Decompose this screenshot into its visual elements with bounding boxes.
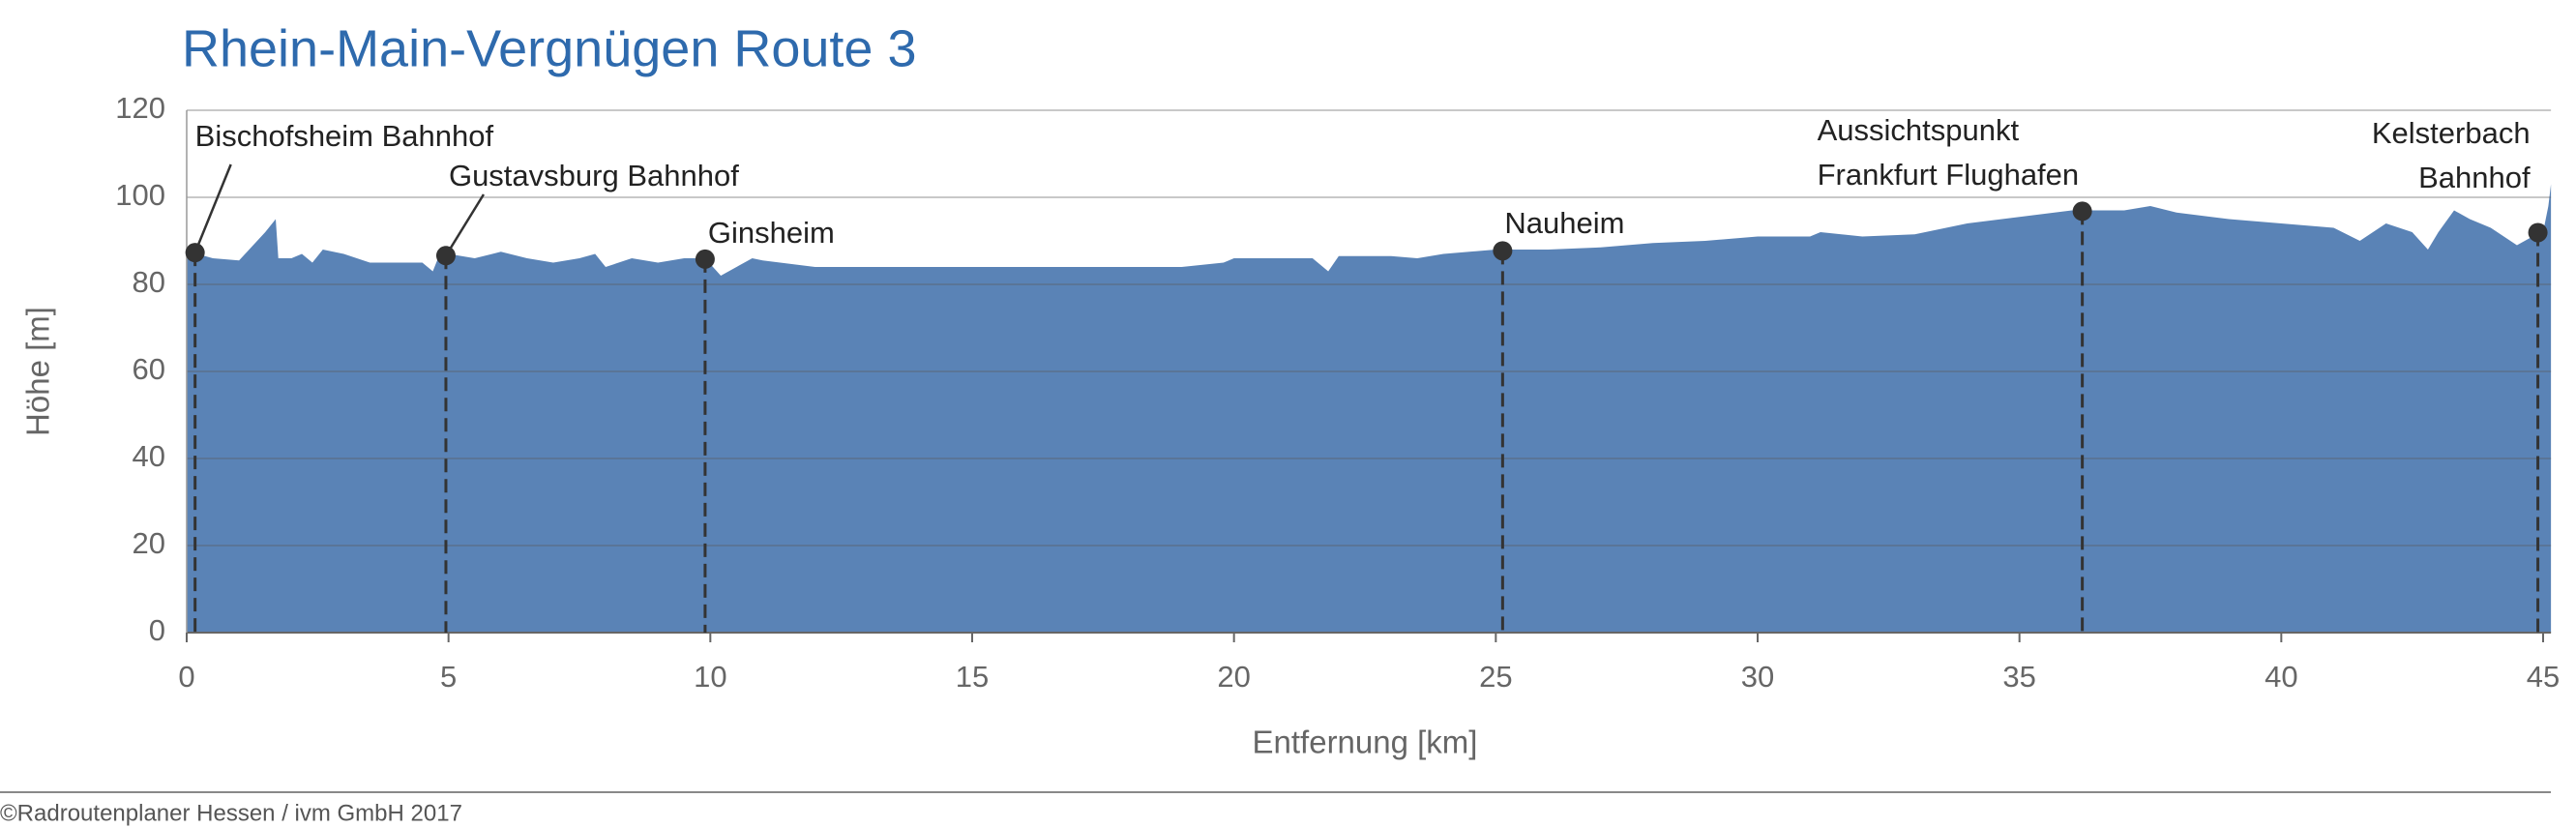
marker-label: Bahnhof	[2418, 161, 2531, 194]
y-tick-label: 40	[133, 439, 165, 473]
marker-label: Nauheim	[1504, 206, 1624, 240]
elevation-area	[187, 184, 2552, 633]
marker-label: Ginsheim	[708, 216, 835, 250]
y-tick-label: 120	[115, 91, 165, 125]
x-tick-label: 30	[1741, 660, 1774, 694]
marker-label: Frankfurt Flughafen	[1818, 158, 2080, 192]
y-tick-label: 80	[133, 265, 165, 299]
marker	[185, 243, 205, 263]
x-tick-label: 0	[178, 660, 194, 694]
x-tick-label: 5	[440, 660, 457, 694]
marker	[695, 249, 715, 269]
y-tick-label: 0	[149, 613, 165, 647]
x-tick-label: 20	[1217, 660, 1250, 694]
marker	[435, 246, 456, 266]
x-tick-label: 25	[1479, 660, 1512, 694]
leader	[444, 193, 486, 256]
marker-label: Kelsterbach	[2372, 116, 2531, 150]
marker-label: Aussichtspunkt	[1818, 113, 2020, 147]
x-tick-label: 15	[956, 660, 989, 694]
x-axis-label: Entfernung [km]	[1253, 724, 1478, 760]
x-tick-label: 40	[2265, 660, 2297, 694]
y-tick-label: 60	[133, 352, 165, 386]
y-tick-label: 100	[115, 178, 165, 212]
marker-label: Gustavsburg Bahnhof	[449, 159, 739, 192]
marker-label: Bischofsheim Bahnhof	[195, 119, 494, 153]
x-tick-label: 10	[694, 660, 726, 694]
footer: ©Radroutenplaner Hessen / ivm GmbH 2017	[0, 800, 462, 826]
y-tick-label: 20	[133, 526, 165, 560]
y-axis-label: Höhe [m]	[20, 307, 56, 436]
marker	[2528, 222, 2548, 243]
marker	[2072, 201, 2092, 222]
chart-title: Rhein-Main-Vergnügen Route 3	[182, 19, 916, 77]
x-tick-label: 35	[2002, 660, 2035, 694]
marker	[1493, 241, 1513, 261]
leader	[193, 163, 232, 253]
x-tick-label: 45	[2527, 660, 2560, 694]
